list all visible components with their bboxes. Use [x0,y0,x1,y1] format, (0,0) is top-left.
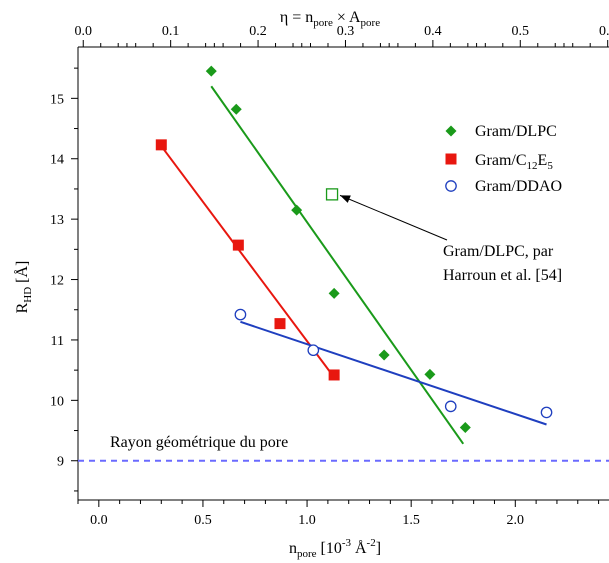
x-axis-title-mid: Å [351,539,367,557]
data-point-series-2 [307,344,320,357]
y-axis-title: RHD [Å] [13,261,34,314]
fit-lines [160,85,547,445]
y-axis-title-unit: [Å] [13,261,31,287]
top-axis-title: η = npore × Apore [280,9,380,29]
top-tick-label: 0.0 [74,24,92,39]
x-tick-label: 2.0 [507,513,525,528]
x-axis-title-exp2: -2 [367,537,376,549]
annotation-arrow-line [339,194,448,241]
top-axis-title-times: × A [333,9,361,26]
data-point-series-2 [444,400,457,413]
fit-line-0 [210,85,465,445]
fit-line-2 [240,320,547,426]
data-point-series-2 [234,308,247,321]
x-axis-title-end: ] [376,540,381,557]
annotation-arrow-head [340,195,351,203]
legend-label-c12e5: Gram/C12E5 [475,152,553,172]
x-tick-label: 1.5 [402,513,420,528]
legend-marker-2 [445,180,457,192]
legend-label-dlpc: Gram/DLPC [475,123,557,140]
annotation-group [339,194,448,241]
y-tick-label: 10 [50,394,64,409]
top-tick-label: 0.6 [599,24,609,39]
data-point-series-0 [291,204,303,216]
annotation-line-2: Harroun et al. [54] [443,267,562,284]
y-tick-label: 11 [51,334,64,349]
legend-c12e5-sub2: 5 [547,160,553,172]
y-tick-label: 15 [50,92,64,107]
top-axis-title-sub1: pore [313,17,333,29]
reference-line-label: Rayon géométrique du pore [110,434,288,451]
y-tick-label: 13 [50,213,64,228]
fit-line-1 [160,145,335,378]
top-tick-label: 0.2 [249,24,267,39]
ticks: 0.0 0.5 1.0 1.5 2.0 0.0 0.1 0.2 0.3 0.4 0.5 0.6 9 10 1… [50,24,609,528]
data-point-series-0 [459,422,471,434]
x-axis-title-sub: pore [297,548,317,560]
data-points [155,65,553,434]
data-point-series-1 [155,139,167,151]
x-axis-title-exp1: -3 [342,537,352,549]
y-tick-label: 9 [57,455,64,470]
data-point-series-0 [328,287,340,299]
y-tick-label: 12 [50,274,64,289]
x-axis-title-unit: [10 [316,540,341,557]
legend-label-ddao: Gram/DDAO [475,178,562,195]
data-point-series-1 [274,318,286,330]
x-axis-title: npore [10-3 Å-2] [289,537,381,560]
data-point-series-1 [232,239,244,251]
data-point-series-0 [424,368,436,380]
top-tick-label: 0.3 [337,24,355,39]
x-tick-label: 0.0 [90,513,108,528]
legend: Gram/DLPC Gram/C12E5 Gram/DDAO [445,123,562,195]
data-point-series-0 [378,349,390,361]
legend-marker-0 [445,125,457,137]
legend-markers [445,125,457,192]
y-axis-title-main: R [14,302,31,313]
x-tick-label: 0.5 [194,513,212,528]
data-point-series-2 [540,406,553,419]
top-axis-title-sub2: pore [361,17,381,29]
annotation-line-1: Gram/DLPC, par [443,243,554,260]
y-axis-title-sub: HD [22,287,34,303]
top-axis-title-eta: η = n [280,9,313,26]
data-point-harroun [325,188,339,201]
data-point-series-0 [230,103,242,115]
legend-marker-1 [445,153,457,165]
x-tick-label: 1.0 [298,513,316,528]
data-point-series-1 [328,369,340,381]
x-axis-title-main: n [289,540,297,557]
legend-c12e5-mid: E [538,152,548,169]
top-tick-label: 0.4 [424,24,442,39]
legend-c12e5-sub1: 12 [527,160,538,172]
top-tick-label: 0.1 [162,24,180,39]
top-tick-label: 0.5 [512,24,530,39]
data-point-series-0 [205,65,217,77]
y-tick-label: 14 [50,153,64,168]
legend-c12e5-main: Gram/C [475,152,527,169]
